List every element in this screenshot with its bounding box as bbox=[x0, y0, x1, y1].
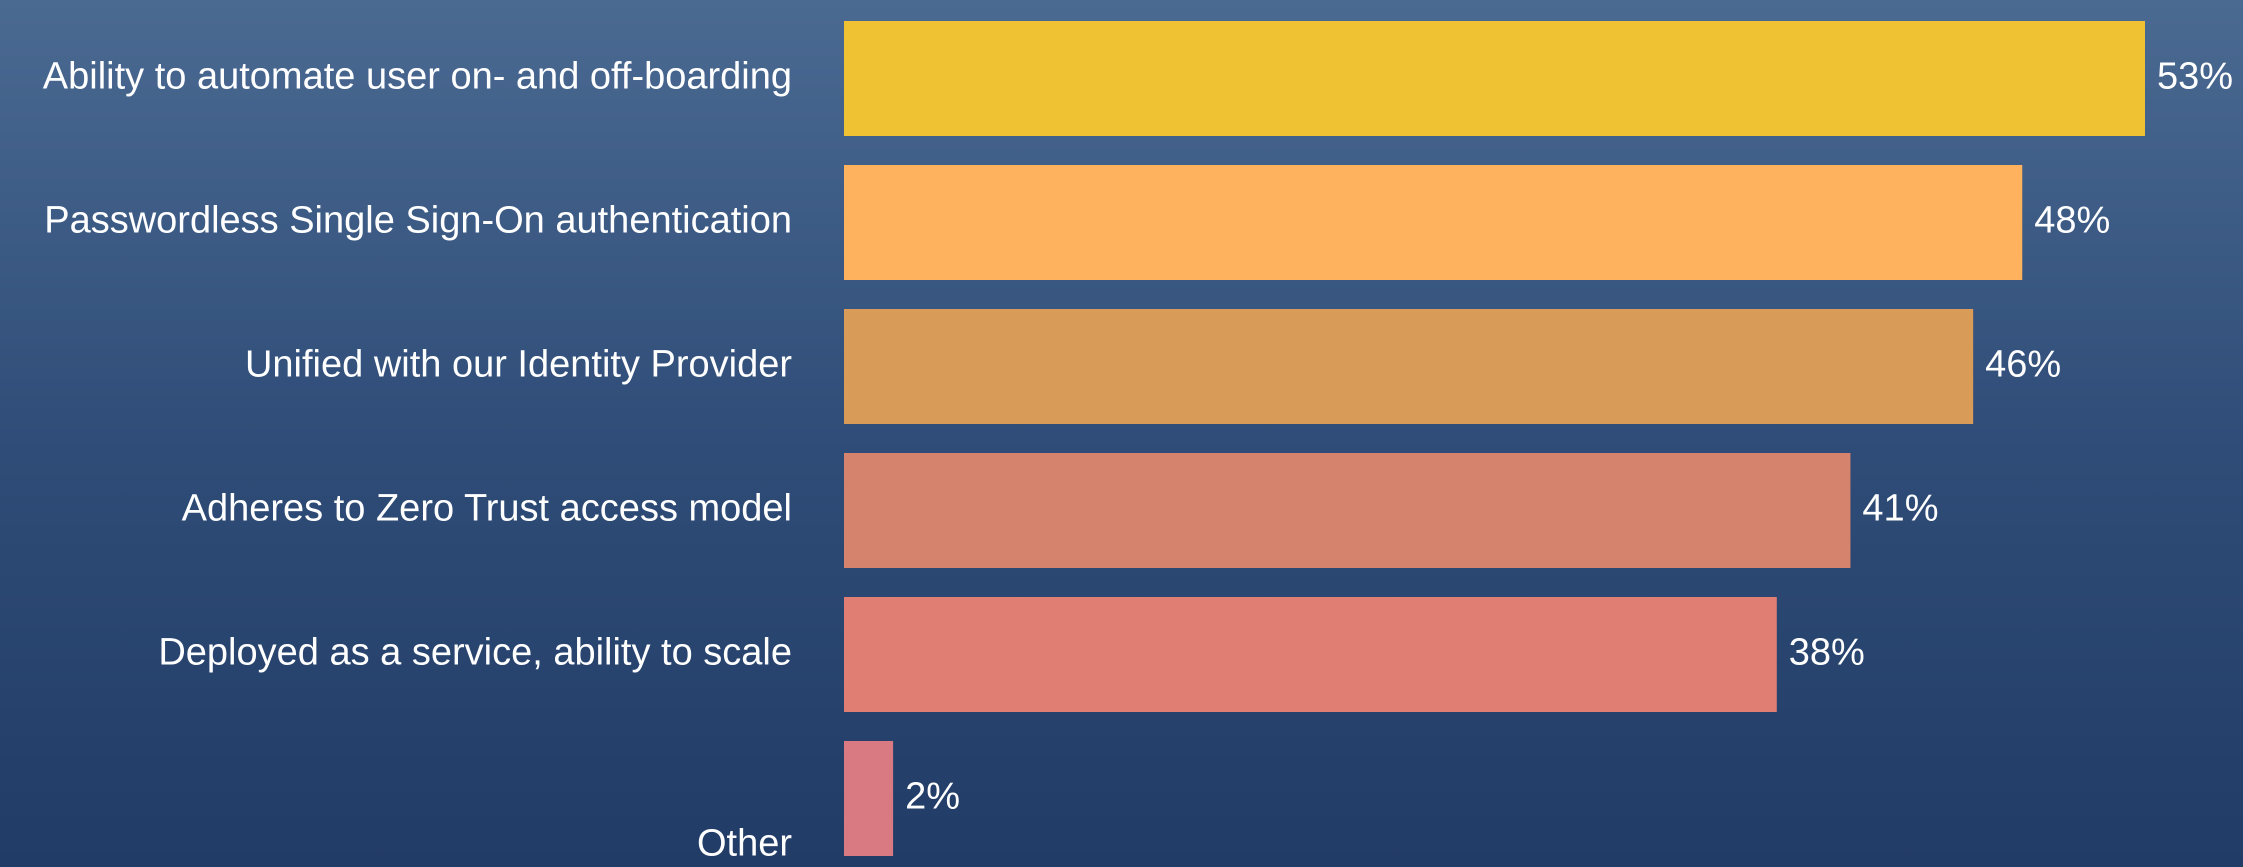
bar bbox=[844, 21, 2145, 136]
value-label: 46% bbox=[1985, 344, 2061, 386]
bar bbox=[844, 453, 1851, 568]
bar bbox=[844, 741, 894, 856]
bar bbox=[844, 597, 1777, 712]
category-label: Passwordless Single Sign-On authenticati… bbox=[44, 200, 792, 242]
bar bbox=[844, 309, 1974, 424]
category-label: Ability to automate user on- and off-boa… bbox=[43, 56, 792, 98]
category-label: Other bbox=[697, 823, 792, 865]
category-label: Unified with our Identity Provider bbox=[245, 344, 792, 386]
category-label: Deployed as a service, ability to scale bbox=[158, 632, 792, 674]
value-label: 2% bbox=[905, 776, 960, 818]
value-label: 48% bbox=[2034, 200, 2110, 242]
value-label: 53% bbox=[2157, 56, 2233, 98]
bar bbox=[844, 165, 2023, 280]
value-label: 38% bbox=[1789, 632, 1865, 674]
value-label: 41% bbox=[1862, 488, 1938, 530]
category-label: Adheres to Zero Trust access model bbox=[182, 488, 792, 530]
